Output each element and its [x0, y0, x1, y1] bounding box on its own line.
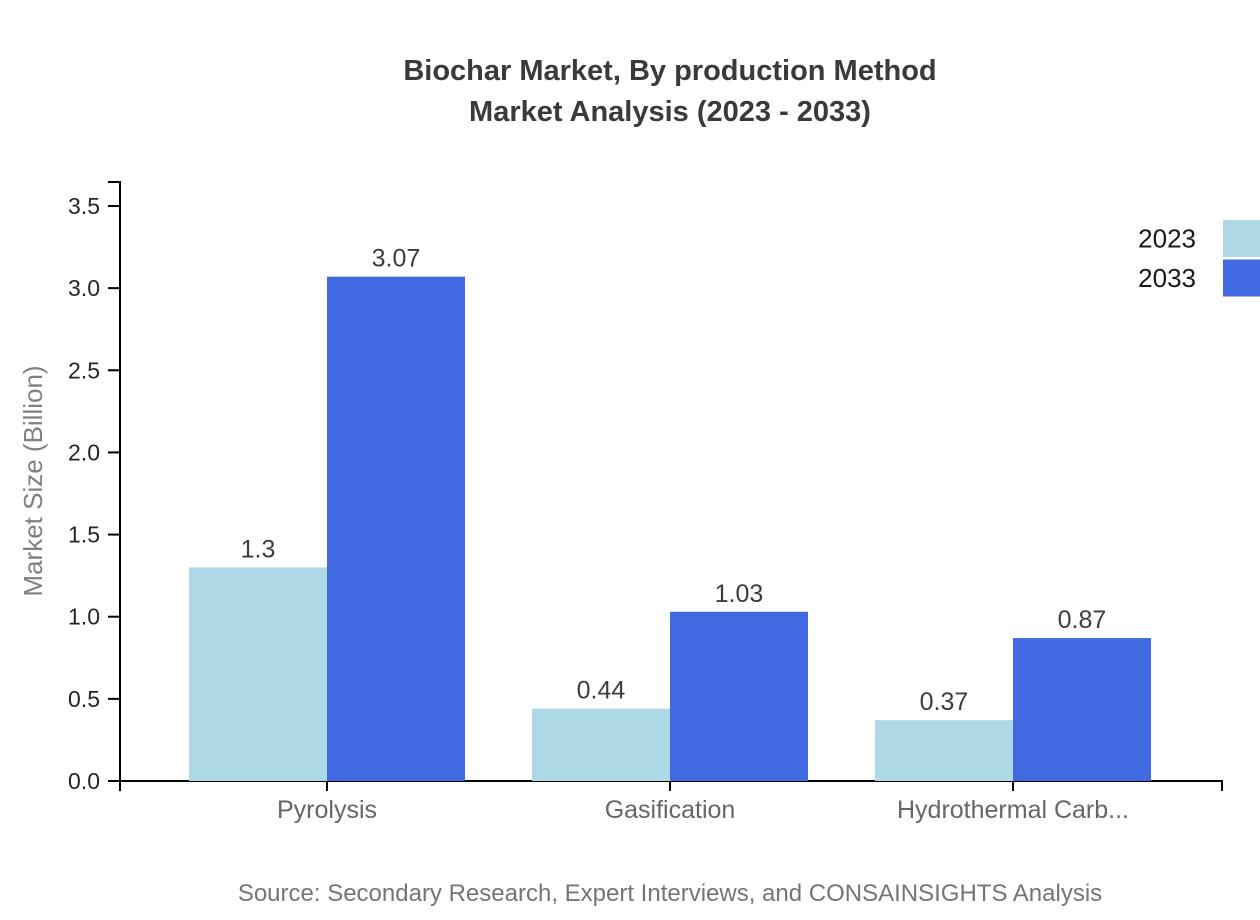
bar-2033-pyrolysis [327, 276, 465, 781]
category-label-gasification: Gasification [605, 796, 736, 824]
bar-2023-hydrothermal-carb [875, 720, 1013, 781]
value-label-2023-hydrothermal-carb: 0.37 [920, 688, 969, 716]
y-tick-label: 0.5 [68, 686, 100, 712]
legend-swatch-2023 [1223, 220, 1260, 257]
bar-2033-gasification [670, 611, 808, 781]
chart-title-line-1: Biochar Market, By production Method [403, 55, 936, 87]
value-label-2033-gasification: 1.03 [715, 580, 764, 608]
value-label-2023-gasification: 0.44 [577, 677, 626, 705]
value-label-2033-pyrolysis: 3.07 [372, 245, 421, 273]
y-axis-title: Market Size (Billion) [18, 365, 48, 596]
y-tick-label: 2.0 [68, 439, 100, 465]
y-tick-label: 1.5 [68, 522, 100, 548]
legend-label-2033: 2033 [1138, 263, 1196, 293]
y-axis: 0.0 0.5 1.0 1.5 2.0 2.5 3.0 3.5 [68, 181, 121, 794]
source-text: Source: Secondary Research, Expert Inter… [238, 880, 1102, 907]
category-label-pyrolysis: Pyrolysis [277, 796, 377, 824]
legend-label-2023: 2023 [1138, 224, 1196, 254]
value-label-2023-pyrolysis: 1.3 [241, 535, 276, 563]
bars-group [189, 276, 1151, 781]
category-label-hydrothermal-carb: Hydrothermal Carb... [897, 796, 1129, 824]
value-labels-group: 1.3 0.44 0.37 3.07 1.03 0.87 [241, 245, 1107, 717]
bar-2023-gasification [532, 708, 670, 781]
bar-2023-pyrolysis [189, 567, 327, 781]
x-axis: Pyrolysis Gasification Hydrothermal Carb..… [119, 780, 1223, 824]
y-tick-label: 3.0 [68, 275, 100, 301]
chart-title-line-2: Market Analysis (2023 - 2033) [469, 96, 871, 128]
y-tick-label: 1.0 [68, 604, 100, 630]
bar-2033-hydrothermal-carb [1013, 638, 1151, 781]
y-tick-label: 3.5 [68, 193, 100, 219]
y-axis-line [108, 181, 121, 781]
legend-swatch-2033 [1223, 259, 1260, 297]
y-tick-label: 2.5 [68, 357, 100, 383]
legend: 2023 2033 [1138, 220, 1260, 297]
y-tick-label: 0.0 [68, 768, 100, 794]
value-label-2033-hydrothermal-carb: 0.87 [1058, 606, 1107, 634]
